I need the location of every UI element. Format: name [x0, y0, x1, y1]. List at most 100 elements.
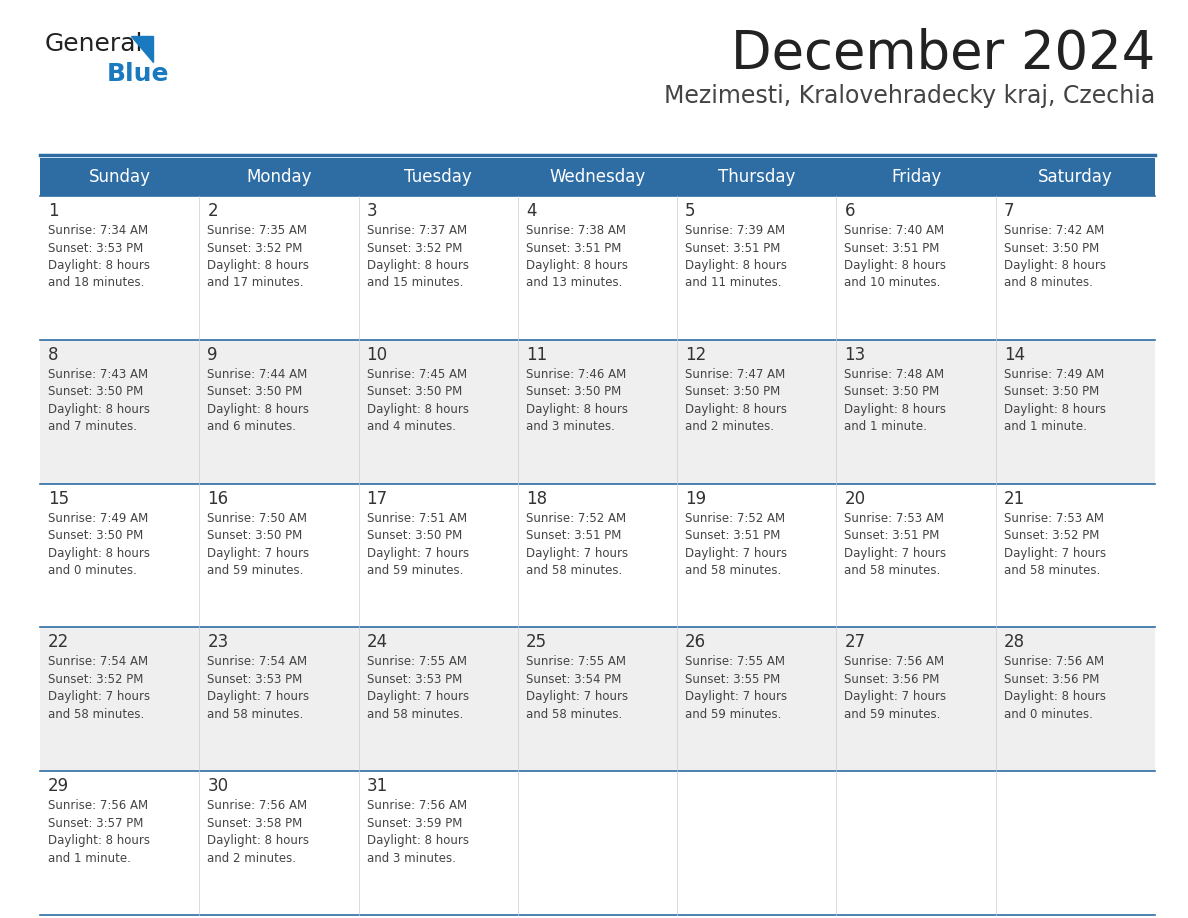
- Text: Sunday: Sunday: [89, 168, 151, 186]
- Text: and 59 minutes.: and 59 minutes.: [685, 708, 782, 721]
- Bar: [40, 771, 1155, 915]
- Text: Sunrise: 7:44 AM: Sunrise: 7:44 AM: [207, 368, 308, 381]
- Text: and 11 minutes.: and 11 minutes.: [685, 276, 782, 289]
- Text: Sunrise: 7:49 AM: Sunrise: 7:49 AM: [48, 511, 148, 524]
- Text: and 4 minutes.: and 4 minutes.: [367, 420, 455, 433]
- Text: 12: 12: [685, 346, 707, 364]
- Text: Daylight: 8 hours: Daylight: 8 hours: [845, 403, 947, 416]
- Text: Sunrise: 7:38 AM: Sunrise: 7:38 AM: [526, 224, 626, 237]
- Text: Daylight: 7 hours: Daylight: 7 hours: [1004, 546, 1106, 560]
- Text: Sunrise: 7:45 AM: Sunrise: 7:45 AM: [367, 368, 467, 381]
- Text: 24: 24: [367, 633, 387, 652]
- Text: 31: 31: [367, 778, 387, 795]
- Text: Sunrise: 7:55 AM: Sunrise: 7:55 AM: [367, 655, 467, 668]
- Text: Sunrise: 7:56 AM: Sunrise: 7:56 AM: [367, 800, 467, 812]
- Text: Sunrise: 7:56 AM: Sunrise: 7:56 AM: [1004, 655, 1104, 668]
- Text: 3: 3: [367, 202, 378, 220]
- Text: Sunrise: 7:55 AM: Sunrise: 7:55 AM: [685, 655, 785, 668]
- Text: Tuesday: Tuesday: [404, 168, 472, 186]
- Text: and 3 minutes.: and 3 minutes.: [526, 420, 614, 433]
- Text: and 2 minutes.: and 2 minutes.: [685, 420, 775, 433]
- Text: Daylight: 8 hours: Daylight: 8 hours: [48, 403, 150, 416]
- Text: and 59 minutes.: and 59 minutes.: [207, 564, 304, 577]
- Text: Sunset: 3:50 PM: Sunset: 3:50 PM: [526, 386, 621, 398]
- Text: Sunrise: 7:56 AM: Sunrise: 7:56 AM: [845, 655, 944, 668]
- Text: Daylight: 8 hours: Daylight: 8 hours: [526, 259, 627, 272]
- Bar: [40, 158, 1155, 196]
- Text: 20: 20: [845, 489, 866, 508]
- Text: Sunset: 3:54 PM: Sunset: 3:54 PM: [526, 673, 621, 686]
- Text: Daylight: 8 hours: Daylight: 8 hours: [48, 834, 150, 847]
- Text: 26: 26: [685, 633, 707, 652]
- Text: Daylight: 7 hours: Daylight: 7 hours: [526, 546, 628, 560]
- Text: Sunset: 3:50 PM: Sunset: 3:50 PM: [48, 529, 144, 543]
- Text: Sunset: 3:50 PM: Sunset: 3:50 PM: [845, 386, 940, 398]
- Text: 17: 17: [367, 489, 387, 508]
- Text: 2: 2: [207, 202, 217, 220]
- Text: Sunset: 3:58 PM: Sunset: 3:58 PM: [207, 817, 303, 830]
- Text: Sunset: 3:50 PM: Sunset: 3:50 PM: [685, 386, 781, 398]
- Text: Daylight: 8 hours: Daylight: 8 hours: [526, 403, 627, 416]
- Text: and 6 minutes.: and 6 minutes.: [207, 420, 296, 433]
- Text: Sunrise: 7:48 AM: Sunrise: 7:48 AM: [845, 368, 944, 381]
- Text: Sunrise: 7:42 AM: Sunrise: 7:42 AM: [1004, 224, 1104, 237]
- Text: Sunrise: 7:54 AM: Sunrise: 7:54 AM: [207, 655, 308, 668]
- Text: Sunrise: 7:52 AM: Sunrise: 7:52 AM: [685, 511, 785, 524]
- Text: Daylight: 8 hours: Daylight: 8 hours: [685, 403, 788, 416]
- Text: Sunrise: 7:35 AM: Sunrise: 7:35 AM: [207, 224, 308, 237]
- Text: and 2 minutes.: and 2 minutes.: [207, 852, 296, 865]
- Text: Daylight: 8 hours: Daylight: 8 hours: [48, 259, 150, 272]
- Text: 14: 14: [1004, 346, 1025, 364]
- Text: 4: 4: [526, 202, 536, 220]
- Text: and 1 minute.: and 1 minute.: [845, 420, 928, 433]
- Text: Sunset: 3:53 PM: Sunset: 3:53 PM: [48, 241, 144, 254]
- Text: 19: 19: [685, 489, 707, 508]
- Text: Sunrise: 7:53 AM: Sunrise: 7:53 AM: [1004, 511, 1104, 524]
- Text: Sunset: 3:53 PM: Sunset: 3:53 PM: [207, 673, 303, 686]
- Text: Daylight: 7 hours: Daylight: 7 hours: [845, 546, 947, 560]
- Text: Sunset: 3:51 PM: Sunset: 3:51 PM: [685, 241, 781, 254]
- Text: Sunset: 3:59 PM: Sunset: 3:59 PM: [367, 817, 462, 830]
- Text: Sunset: 3:50 PM: Sunset: 3:50 PM: [1004, 386, 1099, 398]
- Text: Sunset: 3:50 PM: Sunset: 3:50 PM: [367, 386, 462, 398]
- Polygon shape: [131, 36, 153, 62]
- Text: Monday: Monday: [246, 168, 311, 186]
- Text: Sunset: 3:55 PM: Sunset: 3:55 PM: [685, 673, 781, 686]
- Text: Sunset: 3:51 PM: Sunset: 3:51 PM: [845, 529, 940, 543]
- Text: Sunset: 3:56 PM: Sunset: 3:56 PM: [1004, 673, 1099, 686]
- Text: and 59 minutes.: and 59 minutes.: [845, 708, 941, 721]
- Text: Sunrise: 7:37 AM: Sunrise: 7:37 AM: [367, 224, 467, 237]
- Text: Sunset: 3:51 PM: Sunset: 3:51 PM: [685, 529, 781, 543]
- Text: Sunrise: 7:56 AM: Sunrise: 7:56 AM: [207, 800, 308, 812]
- Text: General: General: [45, 32, 144, 56]
- Text: Sunrise: 7:51 AM: Sunrise: 7:51 AM: [367, 511, 467, 524]
- Text: Daylight: 8 hours: Daylight: 8 hours: [685, 259, 788, 272]
- Text: Daylight: 8 hours: Daylight: 8 hours: [367, 834, 468, 847]
- Text: 5: 5: [685, 202, 696, 220]
- Text: 10: 10: [367, 346, 387, 364]
- Text: and 7 minutes.: and 7 minutes.: [48, 420, 137, 433]
- Text: and 58 minutes.: and 58 minutes.: [845, 564, 941, 577]
- Text: Daylight: 7 hours: Daylight: 7 hours: [685, 690, 788, 703]
- Text: Daylight: 8 hours: Daylight: 8 hours: [367, 259, 468, 272]
- Text: Friday: Friday: [891, 168, 941, 186]
- Text: and 59 minutes.: and 59 minutes.: [367, 564, 463, 577]
- Text: Sunrise: 7:50 AM: Sunrise: 7:50 AM: [207, 511, 308, 524]
- Text: 9: 9: [207, 346, 217, 364]
- Text: Sunset: 3:50 PM: Sunset: 3:50 PM: [367, 529, 462, 543]
- Text: Sunrise: 7:53 AM: Sunrise: 7:53 AM: [845, 511, 944, 524]
- Text: Saturday: Saturday: [1038, 168, 1113, 186]
- Text: Sunrise: 7:52 AM: Sunrise: 7:52 AM: [526, 511, 626, 524]
- Text: Daylight: 8 hours: Daylight: 8 hours: [845, 259, 947, 272]
- Text: Daylight: 7 hours: Daylight: 7 hours: [526, 690, 628, 703]
- Text: December 2024: December 2024: [731, 28, 1155, 80]
- Text: Blue: Blue: [107, 62, 170, 86]
- Text: Daylight: 8 hours: Daylight: 8 hours: [1004, 690, 1106, 703]
- Text: Daylight: 8 hours: Daylight: 8 hours: [1004, 259, 1106, 272]
- Text: Daylight: 7 hours: Daylight: 7 hours: [207, 546, 309, 560]
- Text: and 58 minutes.: and 58 minutes.: [48, 708, 144, 721]
- Text: and 18 minutes.: and 18 minutes.: [48, 276, 145, 289]
- Text: 8: 8: [48, 346, 58, 364]
- Text: Sunset: 3:52 PM: Sunset: 3:52 PM: [367, 241, 462, 254]
- Text: and 58 minutes.: and 58 minutes.: [1004, 564, 1100, 577]
